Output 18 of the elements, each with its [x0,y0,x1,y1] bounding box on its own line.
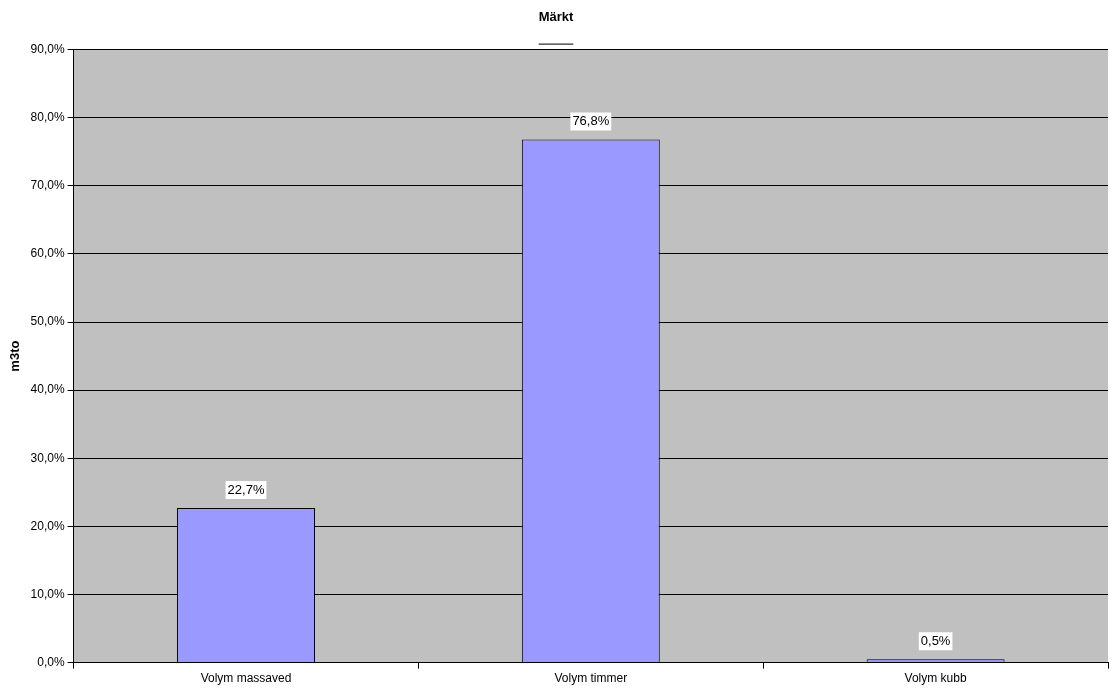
y-tick-label: 90,0% [30,41,65,56]
y-tick-label: 0,0% [37,654,65,669]
y-tick-label: 10,0% [30,586,65,601]
x-tick-label: Volym kubb [904,671,967,686]
x-tick-label: Volym timmer [554,671,628,686]
y-tick-label: 40,0% [30,382,65,397]
data-label: 76,8% [572,113,610,129]
data-label: 22,7% [227,481,265,497]
y-tick-label: 80,0% [30,110,65,125]
y-axis-title: m3to [7,340,23,372]
y-tick-label: 30,0% [30,450,65,465]
data-label: 0,5% [920,632,951,648]
y-tick-label: 60,0% [30,246,65,261]
x-tick-label: Volym massaved [200,671,292,686]
y-tick-label: 70,0% [30,178,65,193]
y-tick-label: 20,0% [30,518,65,533]
y-tick-label: 50,0% [30,314,65,329]
chart-title: Märkt [538,9,574,25]
